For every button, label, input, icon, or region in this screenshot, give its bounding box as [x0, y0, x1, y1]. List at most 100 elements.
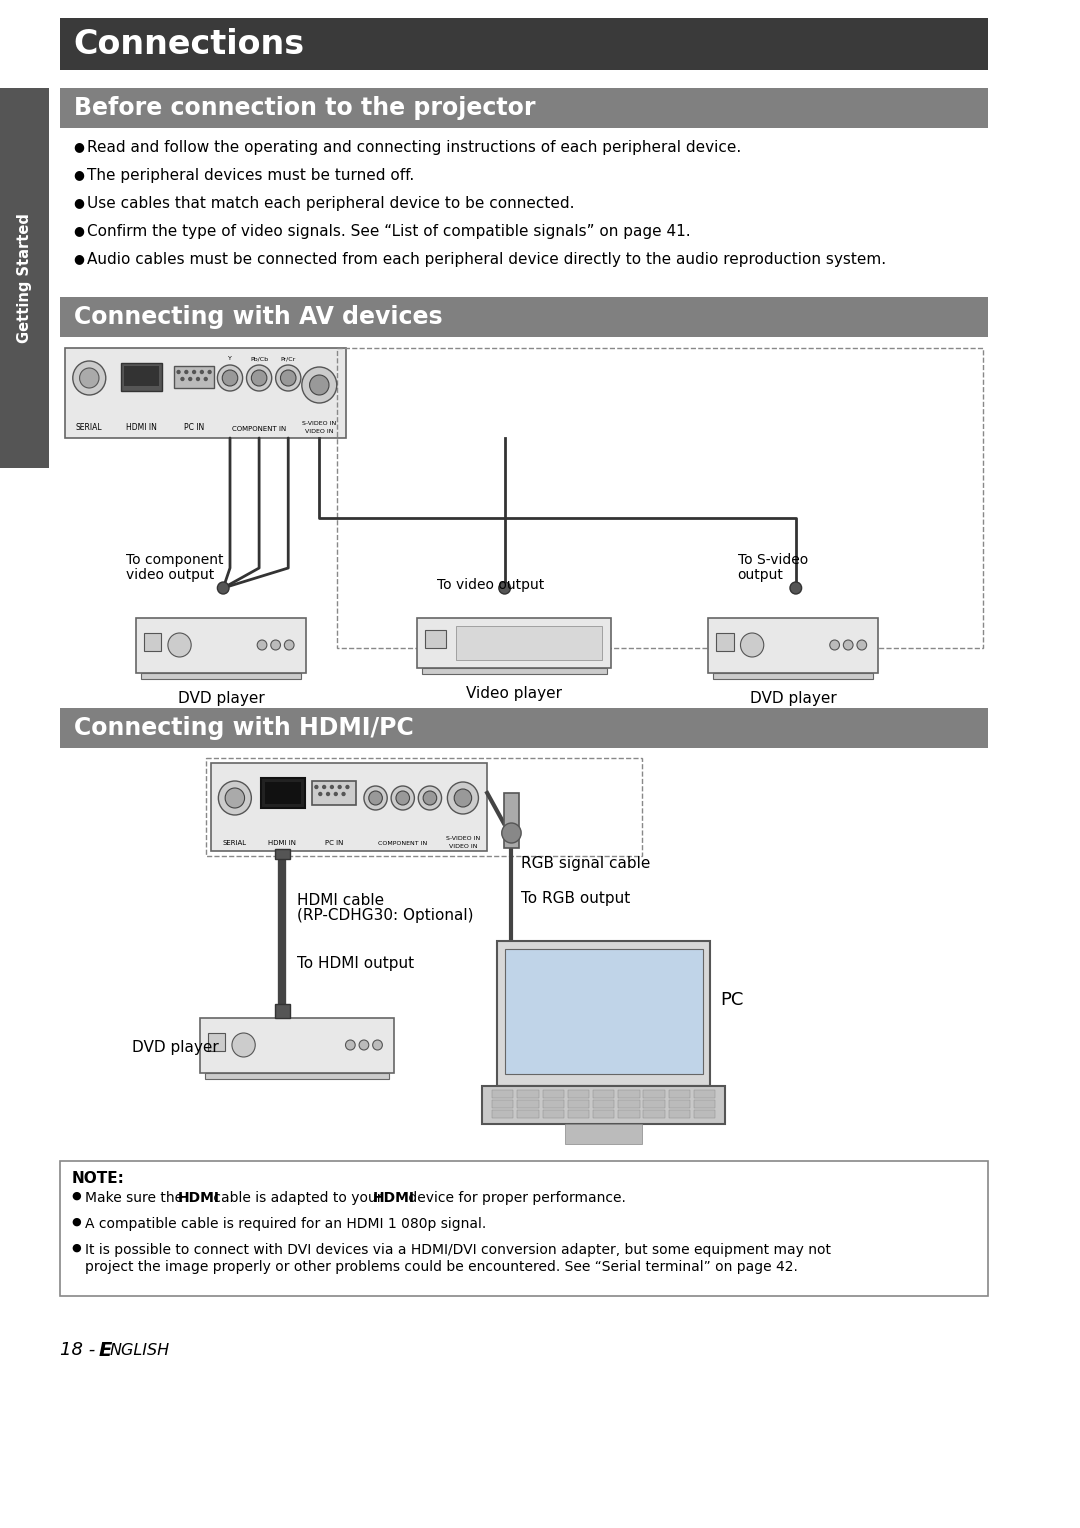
Bar [60, 296, 988, 338]
Text: ●: ● [73, 141, 84, 153]
Bar [644, 1089, 665, 1099]
Text: NOTE:: NOTE: [71, 1170, 124, 1186]
Bar [618, 1109, 639, 1118]
Text: SERIAL: SERIAL [76, 423, 103, 432]
Circle shape [189, 377, 191, 380]
Circle shape [80, 368, 99, 388]
Circle shape [232, 1033, 255, 1057]
Circle shape [741, 633, 764, 657]
Bar [205, 1073, 389, 1079]
Bar [568, 1109, 589, 1118]
Circle shape [217, 582, 229, 594]
Circle shape [502, 824, 522, 843]
Bar [417, 617, 611, 668]
Circle shape [222, 370, 238, 387]
Circle shape [275, 365, 301, 391]
Text: S-VIDEO IN: S-VIDEO IN [302, 422, 336, 426]
Text: video output: video output [126, 568, 215, 582]
Circle shape [185, 370, 188, 373]
Bar [174, 367, 215, 388]
Text: HDMI cable: HDMI cable [297, 892, 384, 908]
Circle shape [218, 781, 252, 814]
Circle shape [281, 370, 296, 387]
Bar [211, 762, 487, 851]
Text: VIDEO IN: VIDEO IN [448, 843, 477, 850]
Text: cable is adapted to your: cable is adapted to your [208, 1190, 387, 1206]
Text: HDMI IN: HDMI IN [126, 423, 157, 432]
Bar [708, 617, 878, 672]
Circle shape [192, 370, 195, 373]
Text: To video output: To video output [436, 578, 544, 591]
Text: Use cables that match each peripheral device to be connected.: Use cables that match each peripheral de… [87, 196, 575, 211]
Bar [568, 1100, 589, 1108]
Circle shape [843, 640, 853, 649]
Circle shape [396, 792, 409, 805]
Text: S-VIDEO IN: S-VIDEO IN [446, 836, 480, 840]
Text: Read and follow the operating and connecting instructions of each peripheral dev: Read and follow the operating and connec… [87, 141, 742, 154]
Text: E: E [99, 1342, 112, 1360]
Bar [497, 941, 711, 1086]
Text: NGLISH: NGLISH [110, 1343, 170, 1358]
Text: 18 -: 18 - [60, 1342, 102, 1358]
Bar [713, 672, 874, 678]
Circle shape [284, 640, 294, 649]
Circle shape [391, 785, 415, 810]
Circle shape [829, 640, 839, 649]
Bar [517, 1100, 539, 1108]
Bar [0, 89, 49, 468]
Circle shape [423, 792, 436, 805]
Bar [565, 1125, 643, 1144]
Text: Video player: Video player [467, 686, 563, 701]
Circle shape [252, 370, 267, 387]
Bar [456, 626, 602, 660]
Bar [60, 89, 988, 128]
Bar [568, 1089, 589, 1099]
Bar [207, 1033, 225, 1051]
Bar [644, 1109, 665, 1118]
Text: Confirm the type of video signals. See “List of compatible signals” on page 41.: Confirm the type of video signals. See “… [87, 225, 691, 238]
Circle shape [373, 1041, 382, 1050]
Circle shape [246, 365, 272, 391]
Text: Before connection to the projector: Before connection to the projector [73, 96, 536, 121]
Bar [136, 617, 306, 672]
Text: COMPONENT IN: COMPONENT IN [232, 426, 286, 432]
Bar [503, 793, 519, 848]
Bar [644, 1100, 665, 1108]
Text: Audio cables must be connected from each peripheral device directly to the audio: Audio cables must be connected from each… [87, 252, 887, 267]
Bar [669, 1089, 690, 1099]
Circle shape [201, 370, 203, 373]
Bar [593, 1100, 615, 1108]
Text: HDMI IN: HDMI IN [269, 840, 296, 847]
Circle shape [346, 785, 349, 788]
Circle shape [338, 785, 341, 788]
Text: To RGB output: To RGB output [522, 891, 631, 906]
Circle shape [225, 788, 244, 808]
Bar [60, 18, 988, 70]
Text: HDMI: HDMI [373, 1190, 415, 1206]
Bar [261, 778, 305, 808]
Bar [492, 1109, 513, 1118]
Circle shape [418, 785, 442, 810]
Circle shape [257, 640, 267, 649]
Text: DVD player: DVD player [751, 691, 837, 706]
Text: Pr/Cr: Pr/Cr [281, 356, 296, 361]
Text: Make sure the: Make sure the [85, 1190, 188, 1206]
Bar [144, 633, 161, 651]
Bar [274, 1004, 291, 1018]
Circle shape [499, 582, 511, 594]
Text: PC IN: PC IN [325, 840, 343, 847]
Bar [542, 1109, 564, 1118]
Text: project the image properly or other problems could be encountered. See “Serial t: project the image properly or other prob… [85, 1261, 798, 1274]
Bar [618, 1100, 639, 1108]
Bar [337, 348, 983, 648]
Bar [274, 850, 291, 859]
Text: Connecting with AV devices: Connecting with AV devices [73, 306, 443, 329]
Bar [60, 707, 988, 749]
Text: Connecting with HDMI/PC: Connecting with HDMI/PC [73, 717, 414, 740]
Bar [542, 1089, 564, 1099]
Bar [312, 781, 356, 805]
Circle shape [167, 633, 191, 657]
Text: HDMI: HDMI [177, 1190, 219, 1206]
Text: A compatible cable is required for an HDMI 1 080p signal.: A compatible cable is required for an HD… [85, 1216, 487, 1232]
Text: device for proper performance.: device for proper performance. [404, 1190, 625, 1206]
